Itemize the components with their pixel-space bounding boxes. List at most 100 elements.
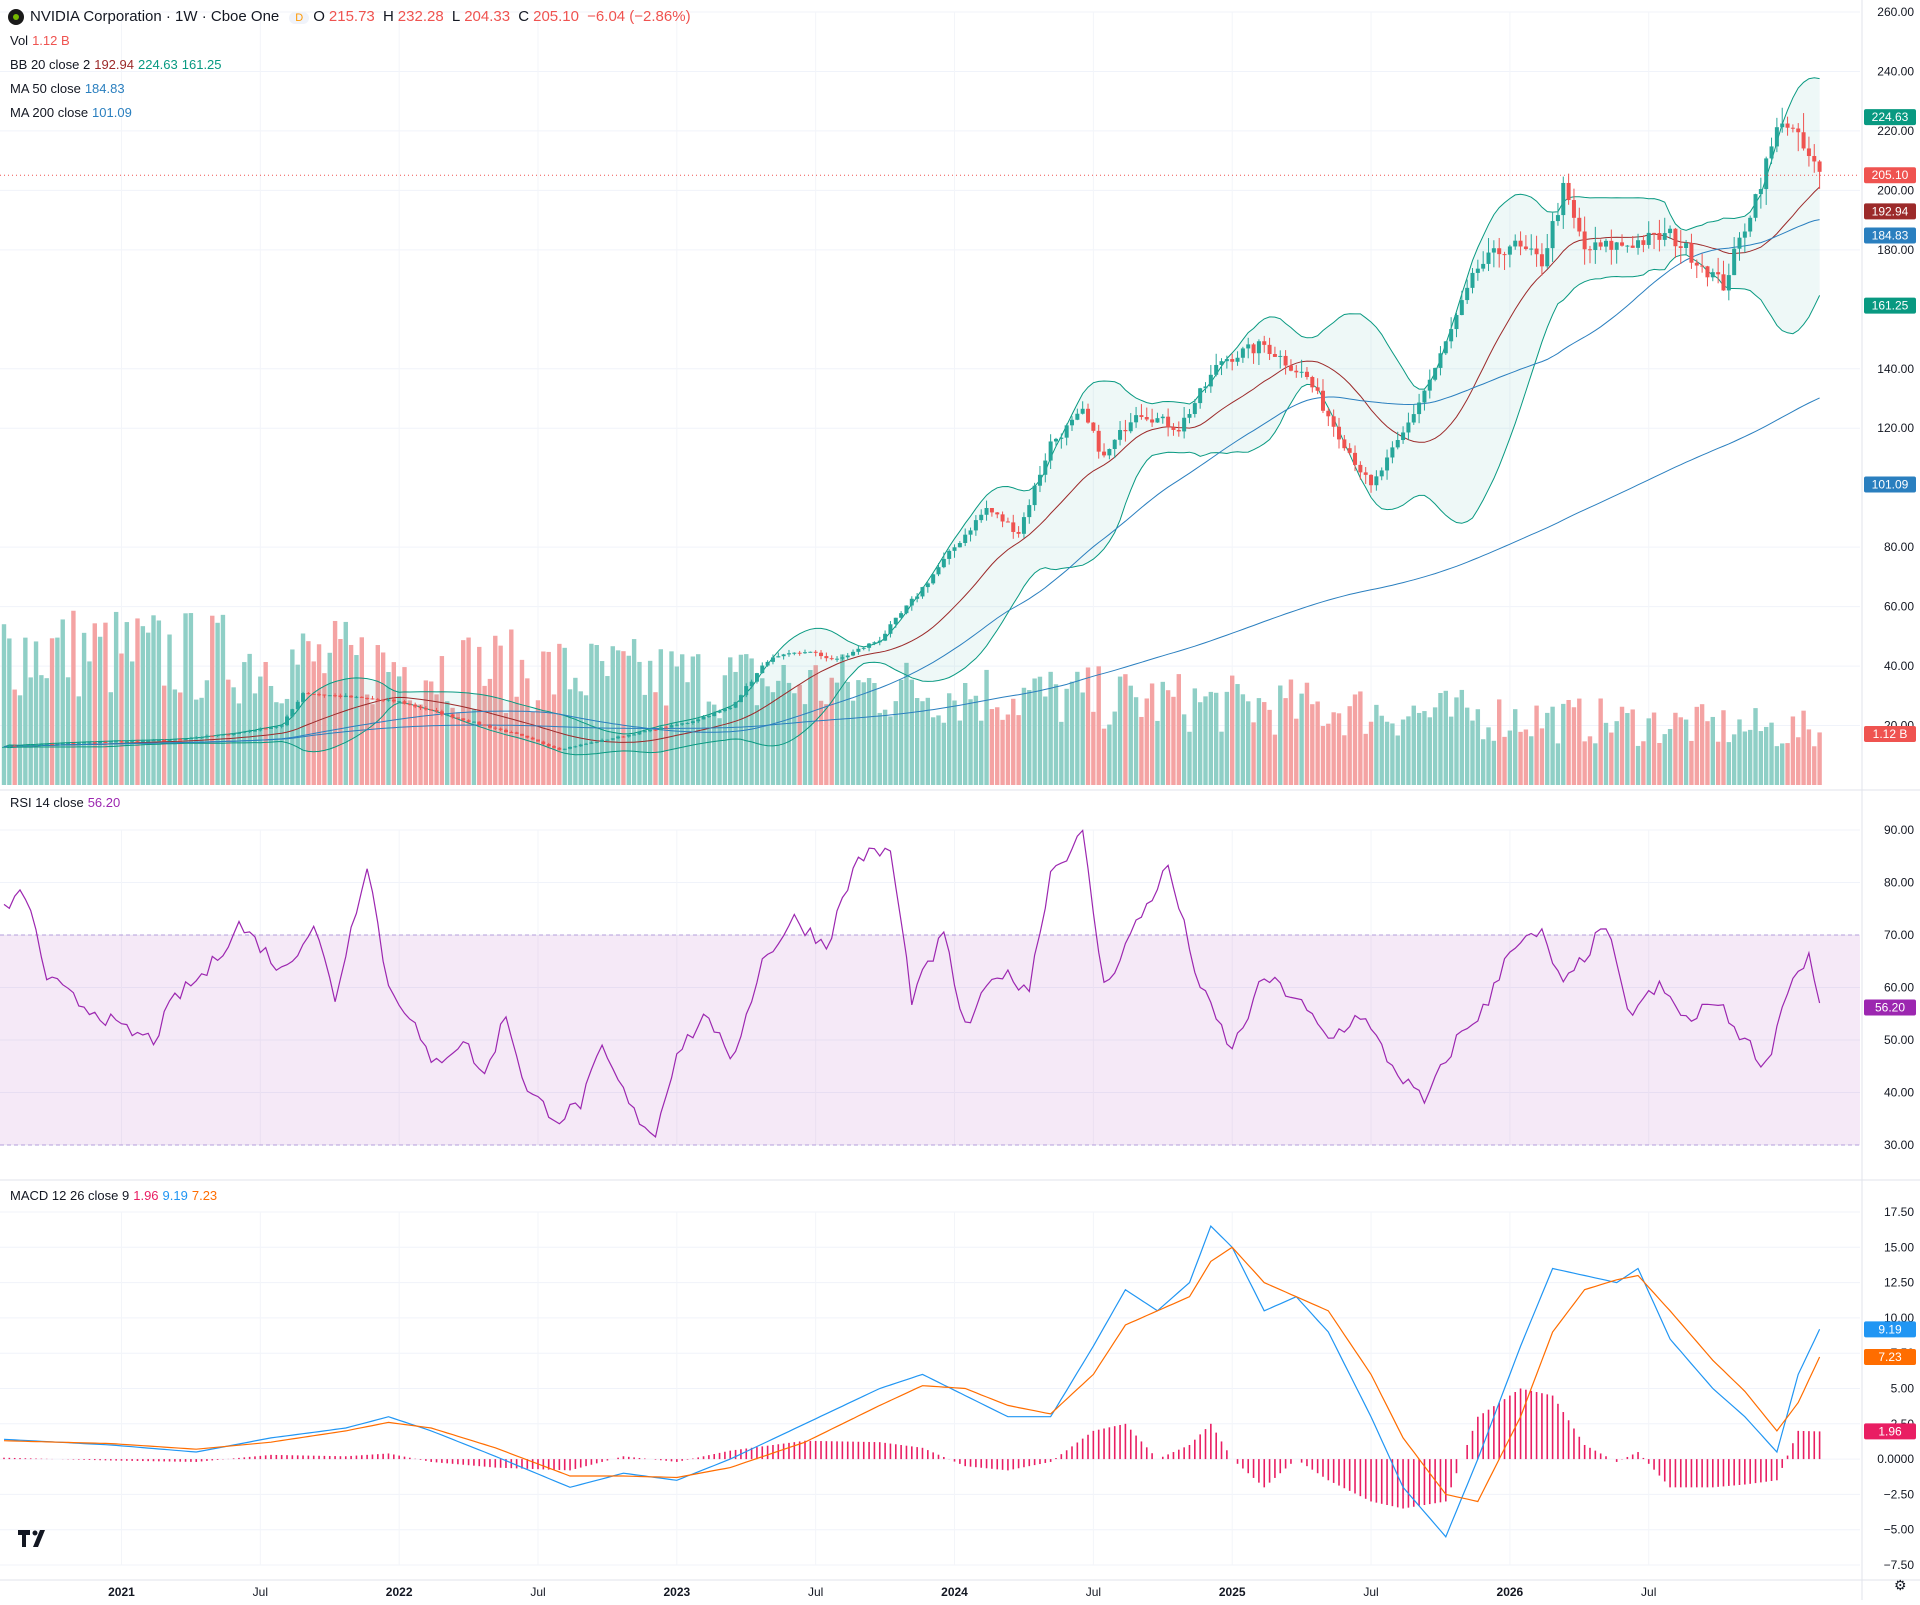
candle-body	[1128, 422, 1133, 432]
ma50-line	[3, 219, 1820, 748]
candle-body	[749, 681, 754, 687]
time-axis-label: Jul	[1363, 1585, 1378, 1599]
candle-body	[23, 745, 28, 747]
macd-signal-value: 7.23	[191, 1188, 218, 1203]
candle-body	[1385, 457, 1390, 471]
volume-bar	[1678, 717, 1683, 785]
candle-body	[76, 743, 81, 745]
candle-body	[1646, 232, 1651, 245]
volume-bar	[706, 701, 712, 785]
ma50-legend-value: 184.83	[84, 81, 125, 96]
candle-body	[146, 740, 151, 742]
volume-bar	[268, 685, 274, 785]
volume-bar	[589, 643, 594, 785]
candle-body	[1123, 429, 1128, 432]
price-axis-badge	[1864, 227, 1916, 244]
candle-body	[1470, 272, 1475, 288]
candle-body	[92, 742, 97, 744]
volume-bar	[1796, 737, 1801, 785]
candle-body	[1075, 413, 1080, 420]
candle-body	[1710, 272, 1715, 278]
candle-body	[861, 647, 866, 649]
candle-body	[402, 701, 407, 704]
candle-body	[130, 740, 135, 742]
volume-bar	[124, 622, 130, 785]
candle-body	[1566, 182, 1571, 201]
candle-body	[1491, 248, 1496, 253]
candle-body	[824, 656, 829, 659]
volume-bar	[1411, 705, 1416, 785]
settings-gear-icon[interactable]: ⚙	[1894, 1577, 1907, 1593]
volume-bar	[87, 661, 92, 785]
candle-body	[514, 732, 519, 734]
rsi-band-fill	[0, 935, 1860, 1145]
volume-bar	[717, 718, 722, 785]
macd-axis-badge-text: 9.19	[1878, 1322, 1902, 1336]
candle-body	[1053, 438, 1058, 442]
volume-bar	[1422, 711, 1427, 785]
volume-bar	[236, 703, 242, 785]
volume-bar	[1117, 676, 1123, 785]
bb-lower-line	[3, 254, 1821, 756]
tradingview-logo-icon[interactable]	[16, 1527, 50, 1549]
volume-bar	[119, 653, 124, 785]
candle-body	[349, 695, 354, 698]
volume-bar	[1, 624, 7, 785]
candle-body	[546, 744, 551, 747]
candle-body	[1614, 242, 1619, 250]
volume-bar	[23, 637, 28, 785]
bb-legend[interactable]: BB 20 close 2 192.94 224.63 161.25	[10, 57, 226, 72]
volume-bar	[979, 720, 984, 785]
candle-body	[621, 736, 626, 738]
volume-bar	[1027, 690, 1032, 785]
candle-body	[1342, 439, 1347, 449]
candle-body	[1320, 390, 1325, 411]
macd-legend[interactable]: MACD 12 26 close 9 1.96 9.19 7.23	[10, 1188, 221, 1203]
volume-bar	[1149, 683, 1155, 785]
volume-bar	[1315, 701, 1320, 785]
ma200-legend[interactable]: MA 200 close 101.09	[10, 105, 136, 120]
volume-bar	[760, 678, 765, 785]
volume-bar	[1262, 702, 1267, 785]
data-source-badge[interactable]: D	[289, 12, 310, 24]
volume-bar	[39, 675, 44, 785]
candle-body	[1742, 231, 1747, 238]
rsi-axis-badge-text: 56.20	[1875, 1000, 1905, 1014]
hist-axis-badge-text: 1.96	[1878, 1424, 1902, 1438]
volume-bar	[1342, 735, 1347, 785]
candle-body	[1545, 248, 1550, 267]
volume-bar	[1021, 687, 1027, 785]
candle-body	[616, 736, 621, 739]
macd-line-value: 9.19	[162, 1188, 188, 1203]
volume-bar	[343, 621, 348, 785]
volume-legend[interactable]: Vol 1.12 B	[10, 33, 74, 48]
volume-bar	[1769, 722, 1774, 785]
price-axis-badge	[1864, 109, 1916, 126]
volume-bar	[882, 709, 888, 785]
candle-body	[1641, 240, 1646, 245]
volume-bar	[1635, 745, 1641, 785]
volume-bar	[1507, 730, 1513, 785]
macd-tick-label: 17.50	[1884, 1205, 1914, 1219]
bb-legend-label: BB 20 close 2	[10, 57, 91, 72]
volume-bar	[776, 680, 781, 785]
volume-bar	[300, 633, 306, 785]
rsi-legend[interactable]: RSI 14 close 56.20	[10, 795, 124, 810]
candle-body	[135, 740, 140, 742]
volume-bar	[1593, 743, 1598, 785]
ma50-legend[interactable]: MA 50 close 184.83	[10, 81, 129, 96]
candle-body	[1369, 474, 1374, 486]
volume-bar	[893, 701, 898, 785]
candle-body	[178, 738, 183, 740]
volume-bar	[49, 638, 55, 785]
volume-bar	[1005, 714, 1011, 785]
candle-body	[909, 598, 914, 606]
candle-body	[1353, 452, 1358, 465]
volume-bar	[818, 700, 824, 785]
volume-bar	[1219, 731, 1224, 785]
rsi-tick-label: 70.00	[1884, 928, 1914, 942]
candle-body	[434, 710, 439, 712]
candle-body	[50, 744, 55, 746]
